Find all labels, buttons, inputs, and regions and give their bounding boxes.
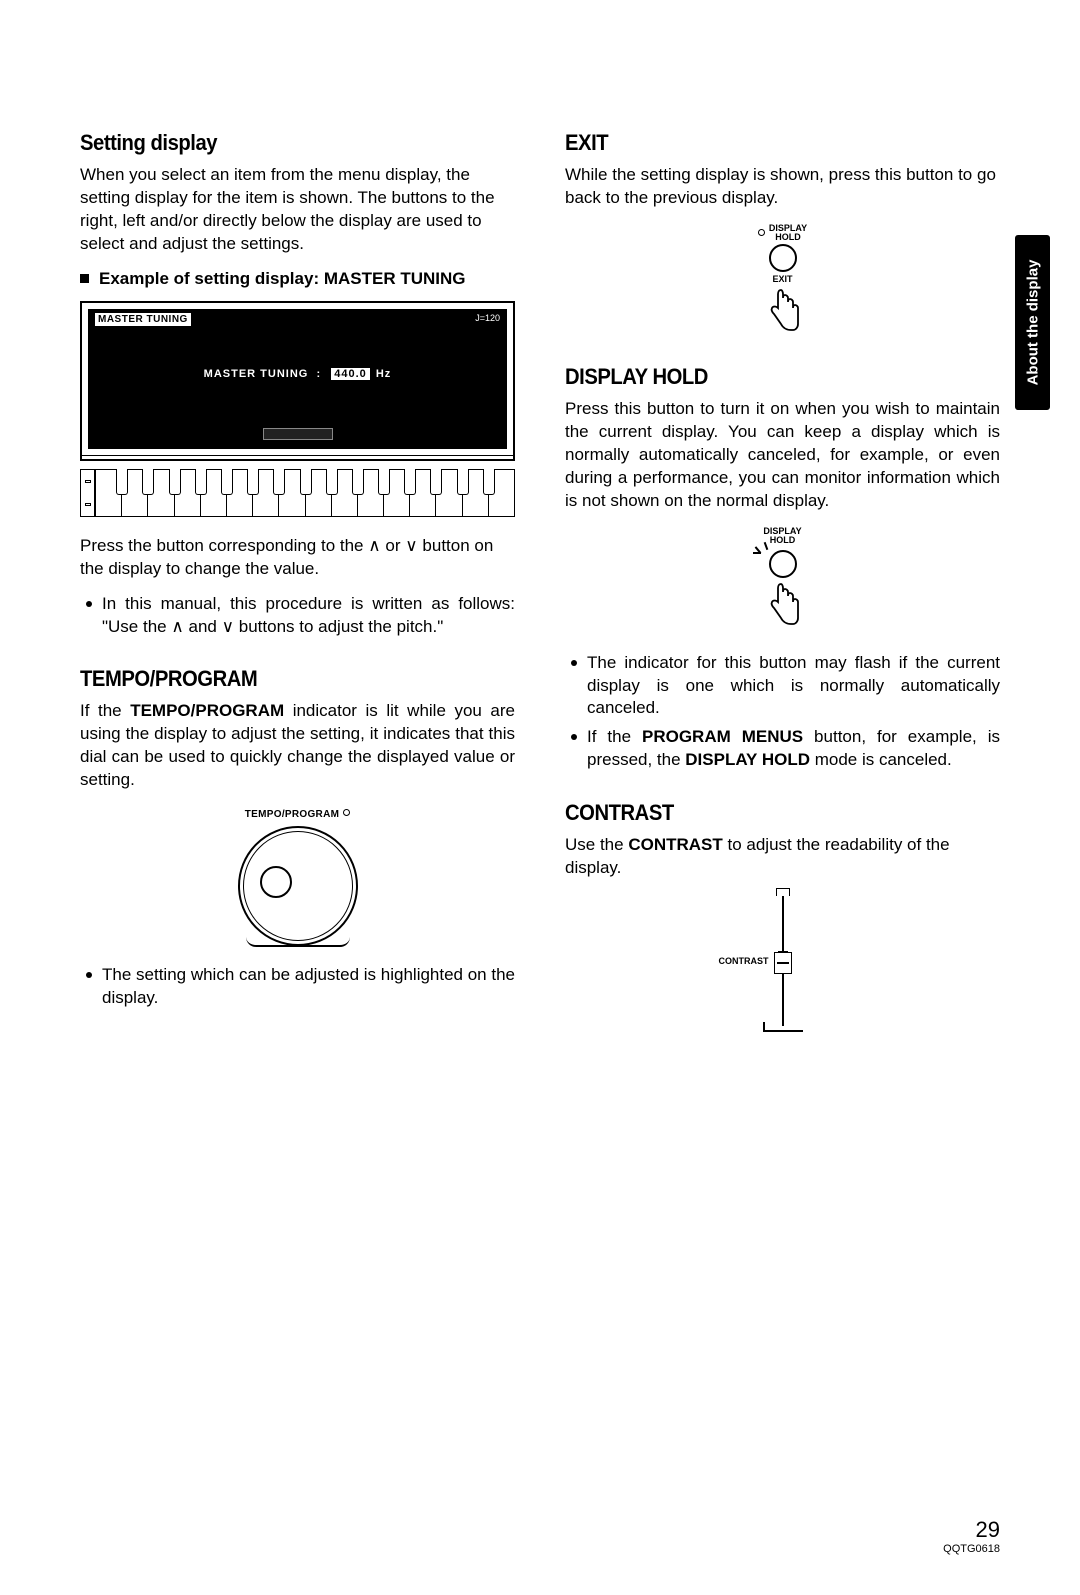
contrast-para-bold: CONTRAST bbox=[628, 835, 722, 854]
dh-bullet1-text: The indicator for this button may flash … bbox=[587, 652, 1000, 721]
exit-label: EXIT bbox=[565, 274, 1000, 284]
lcd-center-unit: Hz bbox=[376, 368, 391, 380]
piano-slot bbox=[221, 469, 233, 495]
display-hold-button-graphic: DISPLAY HOLD bbox=[565, 527, 1000, 630]
bullet-dot-icon bbox=[571, 660, 577, 666]
tempo-bullet-row: The setting which can be adjusted is hig… bbox=[80, 964, 515, 1010]
piano-key bbox=[488, 470, 514, 516]
tempo-para: If the TEMPO/PROGRAM indicator is lit wh… bbox=[80, 700, 515, 792]
piano-slot bbox=[378, 469, 390, 495]
dial-inner-circle bbox=[260, 866, 292, 898]
piano-slot bbox=[273, 469, 285, 495]
tempo-dial bbox=[238, 826, 358, 946]
dh-bullet1-row: The indicator for this button may flash … bbox=[565, 652, 1000, 721]
doc-code: QQTG0618 bbox=[943, 1543, 1000, 1555]
piano-buttons bbox=[80, 469, 515, 517]
slider-label: CONTRAST bbox=[719, 956, 769, 966]
lcd-tempo: J=120 bbox=[475, 313, 500, 323]
manual-note-row: In this manual, this procedure is writte… bbox=[80, 593, 515, 639]
contrast-para-before: Use the bbox=[565, 835, 628, 854]
piano-slot bbox=[116, 469, 128, 495]
right-column: EXIT While the setting display is shown,… bbox=[565, 130, 1000, 1039]
heading-setting-display: Setting display bbox=[80, 130, 480, 156]
tempo-bullet-text: The setting which can be adjusted is hig… bbox=[102, 964, 515, 1010]
dial-graphic: TEMPO/PROGRAM bbox=[80, 804, 515, 946]
piano-slot bbox=[430, 469, 442, 495]
square-bullet-icon bbox=[80, 274, 89, 283]
tempo-para-bold: TEMPO/PROGRAM bbox=[130, 701, 284, 720]
page-number: 29 bbox=[943, 1517, 1000, 1543]
example-text: Example of setting display: MASTER TUNIN… bbox=[99, 268, 515, 291]
dial-led-icon bbox=[343, 809, 350, 816]
example-row: Example of setting display: MASTER TUNIN… bbox=[80, 268, 515, 291]
press-button-para: Press the button corresponding to the ∧ … bbox=[80, 535, 515, 581]
exit-button-graphic: DISPLAY HOLD EXIT bbox=[565, 224, 1000, 336]
lcd-center-value: 440.0 bbox=[331, 368, 370, 380]
piano-slot bbox=[352, 469, 364, 495]
tempo-para-before: If the bbox=[80, 701, 130, 720]
piano-slot bbox=[300, 469, 312, 495]
display-hold-label-2: DISPLAY HOLD bbox=[763, 527, 801, 545]
piano-slot bbox=[247, 469, 259, 495]
hand-press-icon bbox=[763, 582, 803, 630]
slider-foot bbox=[763, 1030, 803, 1032]
bullet-dot-icon bbox=[86, 601, 92, 607]
dh-b2-before: If the bbox=[587, 727, 642, 746]
dh-b2-bold1: PROGRAM MENUS bbox=[642, 727, 803, 746]
exit-para: While the setting display is shown, pres… bbox=[565, 164, 1000, 210]
side-tab-label: About the display bbox=[1024, 260, 1041, 386]
slider-cap bbox=[776, 888, 790, 896]
bullet-dot-icon bbox=[571, 734, 577, 740]
lcd-softbutton bbox=[263, 428, 333, 440]
round-button-lit-icon bbox=[769, 550, 797, 578]
lcd-screen: MASTER TUNING J=120 MASTER TUNING : 440.… bbox=[80, 301, 515, 461]
heading-contrast: CONTRAST bbox=[565, 800, 965, 826]
example-bold: MASTER TUNING bbox=[324, 269, 466, 288]
bullet-dot-icon bbox=[86, 972, 92, 978]
piano-slot bbox=[457, 469, 469, 495]
lcd-inner: MASTER TUNING J=120 MASTER TUNING : 440.… bbox=[88, 309, 507, 449]
piano-endcap bbox=[81, 470, 95, 516]
piano-slot bbox=[195, 469, 207, 495]
dial-label: TEMPO/PROGRAM bbox=[245, 809, 339, 820]
side-tab: About the display bbox=[1015, 235, 1050, 410]
heading-tempo-program: TEMPO/PROGRAM bbox=[80, 666, 480, 692]
example-prefix: Example of setting display: bbox=[99, 269, 324, 288]
dh-bullet2-text: If the PROGRAM MENUS button, for example… bbox=[587, 726, 1000, 772]
dial-rim bbox=[243, 831, 353, 941]
lcd-center: MASTER TUNING : 440.0 Hz bbox=[89, 368, 506, 380]
left-column: Setting display When you select an item … bbox=[80, 130, 515, 1039]
manual-note-text: In this manual, this procedure is writte… bbox=[102, 593, 515, 639]
page-content: Setting display When you select an item … bbox=[80, 130, 1000, 1039]
dh-b2-after: mode is canceled. bbox=[810, 750, 952, 769]
display-hold-label: DISPLAY HOLD bbox=[769, 224, 807, 242]
display-hold-para: Press this button to turn it on when you… bbox=[565, 398, 1000, 513]
heading-display-hold: DISPLAY HOLD bbox=[565, 364, 965, 390]
piano-slot bbox=[483, 469, 495, 495]
dh-b2-bold2: DISPLAY HOLD bbox=[685, 750, 810, 769]
hand-press-icon bbox=[763, 288, 803, 336]
piano-slot bbox=[404, 469, 416, 495]
round-button-icon bbox=[769, 244, 797, 272]
piano-slot bbox=[142, 469, 154, 495]
contrast-slider-graphic: CONTRAST bbox=[565, 896, 1000, 1031]
piano-slot bbox=[169, 469, 181, 495]
heading-exit: EXIT bbox=[565, 130, 965, 156]
setting-display-intro: When you select an item from the menu di… bbox=[80, 164, 515, 256]
lcd-title: MASTER TUNING bbox=[95, 313, 191, 326]
lcd-center-label: MASTER TUNING bbox=[204, 368, 309, 380]
page-footer: 29 QQTG0618 bbox=[943, 1517, 1000, 1555]
slider-footv bbox=[763, 1022, 765, 1032]
dial-base bbox=[246, 937, 350, 947]
dh-bullet2-row: If the PROGRAM MENUS button, for example… bbox=[565, 726, 1000, 772]
lcd-center-sep: : bbox=[316, 368, 321, 380]
sparkle-ray bbox=[753, 552, 761, 554]
piano-slot bbox=[326, 469, 338, 495]
contrast-slider: CONTRAST bbox=[773, 896, 793, 1026]
led-icon bbox=[758, 229, 765, 236]
lcd-bottom bbox=[82, 455, 513, 459]
contrast-para: Use the CONTRAST to adjust the readabili… bbox=[565, 834, 1000, 880]
slider-knob bbox=[774, 952, 792, 974]
